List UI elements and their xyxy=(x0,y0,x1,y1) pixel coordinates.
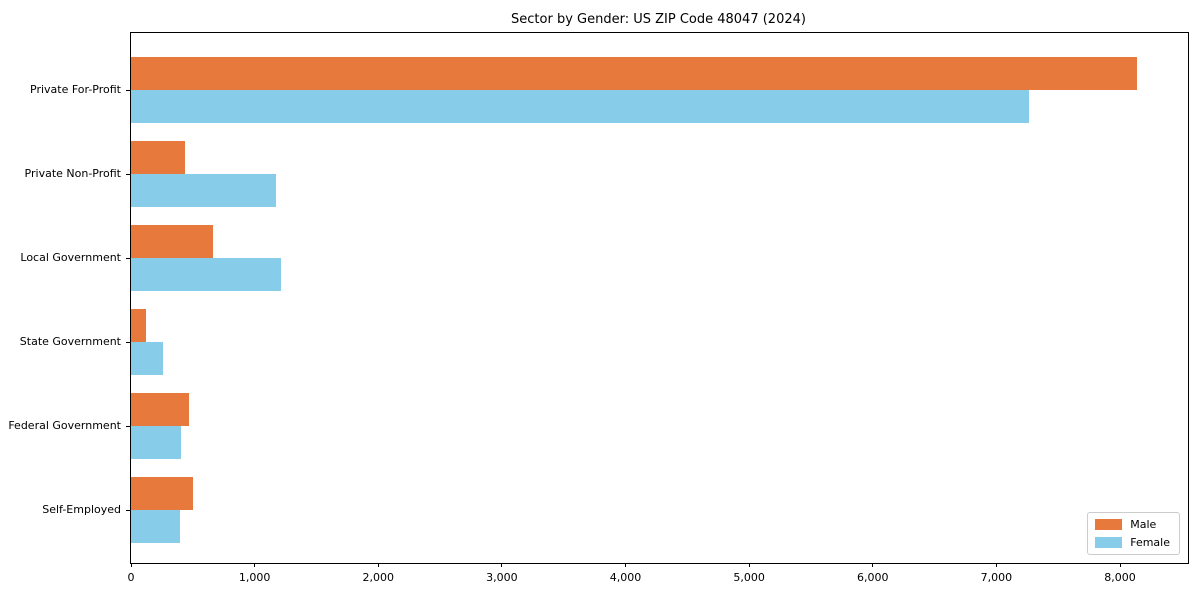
legend-entry-female: Female xyxy=(1095,536,1170,549)
legend: Male Female xyxy=(1087,512,1180,555)
x-label-2000: 2,000 xyxy=(362,571,395,584)
x-tick-4000 xyxy=(625,563,626,567)
bar-female-self-employed xyxy=(131,510,180,543)
x-tick-5000 xyxy=(748,563,750,567)
male-swatch xyxy=(1095,519,1123,530)
bar-female-private-non-profit xyxy=(131,174,277,207)
bar-male-federal-government xyxy=(131,393,190,426)
x-label-0: 0 xyxy=(127,571,135,584)
y-label-federal-government: Federal Government xyxy=(8,419,121,432)
female-swatch xyxy=(1095,537,1123,548)
bar-female-private-for-profit xyxy=(131,90,1029,123)
bar-female-local-government xyxy=(131,258,281,291)
legend-label-female: Female xyxy=(1130,536,1170,549)
x-label-3000: 3,000 xyxy=(486,571,518,584)
x-tick-7000 xyxy=(995,563,997,567)
x-label-5000: 5,000 xyxy=(733,571,765,584)
x-label-6000: 6,000 xyxy=(857,571,889,584)
x-tick-6000 xyxy=(872,563,874,567)
x-label-7000: 7,000 xyxy=(980,571,1013,584)
bar-female-state-government xyxy=(131,342,164,375)
y-tick-federal-government xyxy=(126,425,130,427)
y-tick-state-government xyxy=(126,341,130,343)
legend-label-male: Male xyxy=(1130,518,1157,531)
x-label-4000: 4,000 xyxy=(609,571,642,584)
y-label-local-government: Local Government xyxy=(20,251,121,264)
y-label-private-for-profit: Private For-Profit xyxy=(30,83,121,96)
x-label-8000: 8,000 xyxy=(1104,571,1136,584)
y-tick-local-government xyxy=(126,257,130,259)
x-tick-3000 xyxy=(501,563,503,567)
y-label-state-government: State Government xyxy=(19,335,121,348)
x-tick-2000 xyxy=(377,563,379,567)
y-label-self-employed: Self-Employed xyxy=(42,503,121,516)
y-tick-self-employed xyxy=(126,509,130,511)
x-tick-1000 xyxy=(254,563,256,567)
x-tick-0 xyxy=(130,563,132,567)
x-tick-8000 xyxy=(1119,563,1121,567)
legend-entry-male: Male xyxy=(1095,518,1170,531)
bar-male-self-employed xyxy=(131,477,194,510)
bar-male-private-non-profit xyxy=(131,141,185,174)
y-tick-private-for-profit xyxy=(126,89,130,91)
bar-female-federal-government xyxy=(131,426,182,459)
y-label-private-non-profit: Private Non-Profit xyxy=(24,167,121,180)
bar-male-private-for-profit xyxy=(131,57,1138,90)
y-tick-private-non-profit xyxy=(126,173,130,175)
x-label-1000: 1,000 xyxy=(238,571,271,584)
plot-area: Male Female Private For-Profit Private No… xyxy=(8,32,1189,584)
bar-male-local-government xyxy=(131,225,213,258)
chart-title: Sector by Gender: US ZIP Code 48047 (202… xyxy=(511,12,806,27)
bar-male-state-government xyxy=(131,309,146,342)
